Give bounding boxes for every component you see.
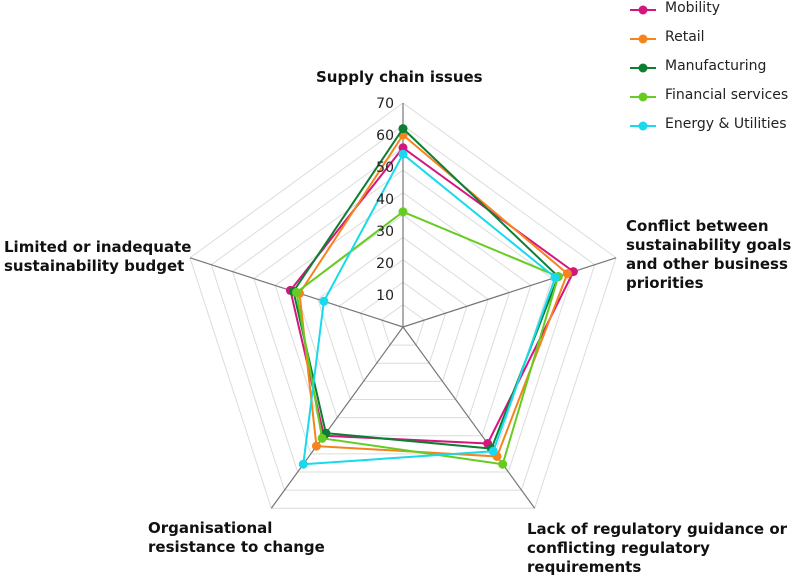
axis-title-line: priorities [626,274,704,292]
legend-label: Retail [665,29,705,45]
radial-ticks: 10 20 30 40 50 60 70 [376,96,394,304]
data-point [319,296,329,306]
axis-title-line: Lack of regulatory guidance or [527,520,788,538]
legend-item-manufacturing: Manufacturing [630,58,805,78]
axis-spoke [402,326,536,509]
series-energy-utilities [298,149,560,469]
axis-title-line: Limited or inadequate [4,238,192,256]
data-point [311,441,321,451]
series-line [295,210,560,466]
axis-title-line: Organisational [148,519,273,537]
axis-title-conflict: Conflict between sustainability goals an… [626,217,791,293]
grid [189,102,617,509]
legend-label: Manufacturing [665,58,767,74]
radial-tick-label: 70 [376,96,394,112]
legend-label: Mobility [665,0,720,16]
axis-title-regulatory: Lack of regulatory guidance or conflicti… [527,520,787,577]
legend-label: Energy & Utilities [665,116,787,132]
series-line [302,153,557,466]
series-line [292,127,560,450]
legend-item-financial-services: Financial services [630,87,805,107]
legend-swatch-retail [630,34,656,44]
axis-title-supply-chain: Supply chain issues [316,68,483,86]
legend-item-retail: Retail [630,29,805,49]
axis-title-line: sustainability budget [4,257,185,275]
grid-ring [359,281,447,364]
radial-tick-label: 10 [376,288,394,304]
radial-tick-label: 60 [376,128,394,144]
data-point [298,459,308,469]
data-point [398,207,408,217]
radial-tick-label: 20 [376,256,394,272]
axis-spoke [402,257,617,328]
legend-label: Financial services [665,87,789,103]
data-point [498,459,508,469]
legend-swatch-manufacturing [630,63,656,73]
axis-title-line: requirements [527,558,642,576]
axis-title-line: conflicting regulatory [527,539,710,557]
axis-title-resistance: Organisational resistance to change [148,519,325,557]
grid-ring [253,169,553,455]
radial-tick-label: 50 [376,160,394,176]
data-point [317,433,327,443]
data-point [291,287,301,297]
grid-ring [274,191,532,437]
data-point [398,149,408,159]
data-point [562,269,572,279]
legend-swatch-energy-utilities [630,121,656,131]
legend-swatch-mobility [630,5,656,15]
axis-title-line: and other business [626,255,788,273]
grid-ring [381,303,425,346]
data-point [398,124,408,134]
data-point [550,273,560,283]
axis-title-line: Conflict between [626,217,769,235]
grid-ring [317,236,489,400]
axis-title-budget: Limited or inadequate sustainability bud… [4,238,191,276]
legend-item-energy-utilities: Energy & Utilities [630,116,805,136]
series-layer [285,124,578,469]
radial-tick-label: 40 [376,192,394,208]
legend-swatch-financial-services [630,92,656,102]
radial-tick-label: 30 [376,224,394,240]
axis-title-line: sustainability goals [626,236,792,254]
spokes [189,103,617,509]
axis-title-line: resistance to change [148,538,325,556]
data-point [488,446,498,456]
series-mobility [285,143,578,448]
axis-spoke [270,326,404,509]
grid-ring [338,259,468,382]
grid-ring [189,102,617,509]
grid-ring [210,124,596,491]
legend-item-mobility: Mobility [630,0,805,20]
data-point [398,143,408,153]
